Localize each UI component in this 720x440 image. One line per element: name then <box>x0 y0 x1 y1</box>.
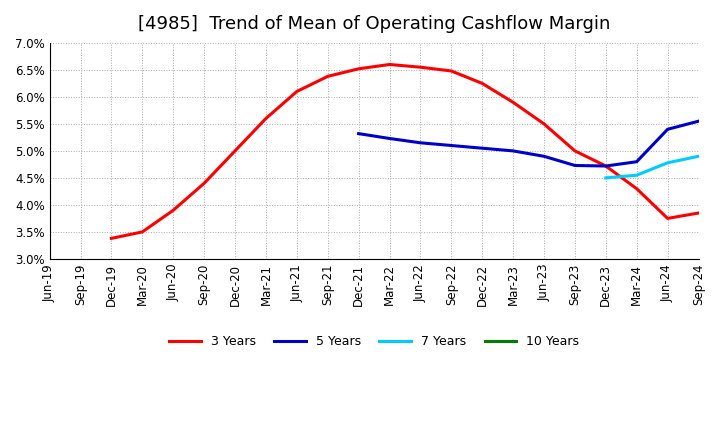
3 Years <box>230 148 239 154</box>
3 Years <box>509 99 518 105</box>
5 Years <box>354 131 363 136</box>
7 Years <box>601 175 610 180</box>
3 Years <box>540 121 549 127</box>
5 Years <box>540 154 549 159</box>
Legend: 3 Years, 5 Years, 7 Years, 10 Years: 3 Years, 5 Years, 7 Years, 10 Years <box>164 330 584 353</box>
5 Years <box>570 163 579 168</box>
3 Years <box>694 210 703 216</box>
3 Years <box>632 186 641 191</box>
3 Years <box>107 236 116 241</box>
3 Years <box>570 148 579 154</box>
3 Years <box>292 89 301 94</box>
5 Years <box>416 140 425 146</box>
5 Years <box>385 136 394 141</box>
3 Years <box>169 208 178 213</box>
5 Years <box>509 148 518 154</box>
3 Years <box>199 181 208 186</box>
Line: 7 Years: 7 Years <box>606 156 698 178</box>
3 Years <box>323 74 332 79</box>
3 Years <box>663 216 672 221</box>
3 Years <box>385 62 394 67</box>
Line: 3 Years: 3 Years <box>112 65 698 238</box>
3 Years <box>416 65 425 70</box>
5 Years <box>447 143 456 148</box>
3 Years <box>601 163 610 169</box>
7 Years <box>694 154 703 159</box>
5 Years <box>632 159 641 165</box>
7 Years <box>663 160 672 165</box>
5 Years <box>601 163 610 169</box>
5 Years <box>694 118 703 124</box>
5 Years <box>478 146 487 151</box>
Title: [4985]  Trend of Mean of Operating Cashflow Margin: [4985] Trend of Mean of Operating Cashfl… <box>138 15 611 33</box>
3 Years <box>447 68 456 73</box>
7 Years <box>632 172 641 178</box>
3 Years <box>478 81 487 86</box>
3 Years <box>261 116 270 121</box>
3 Years <box>354 66 363 71</box>
5 Years <box>663 127 672 132</box>
3 Years <box>138 229 147 235</box>
Line: 5 Years: 5 Years <box>359 121 698 166</box>
